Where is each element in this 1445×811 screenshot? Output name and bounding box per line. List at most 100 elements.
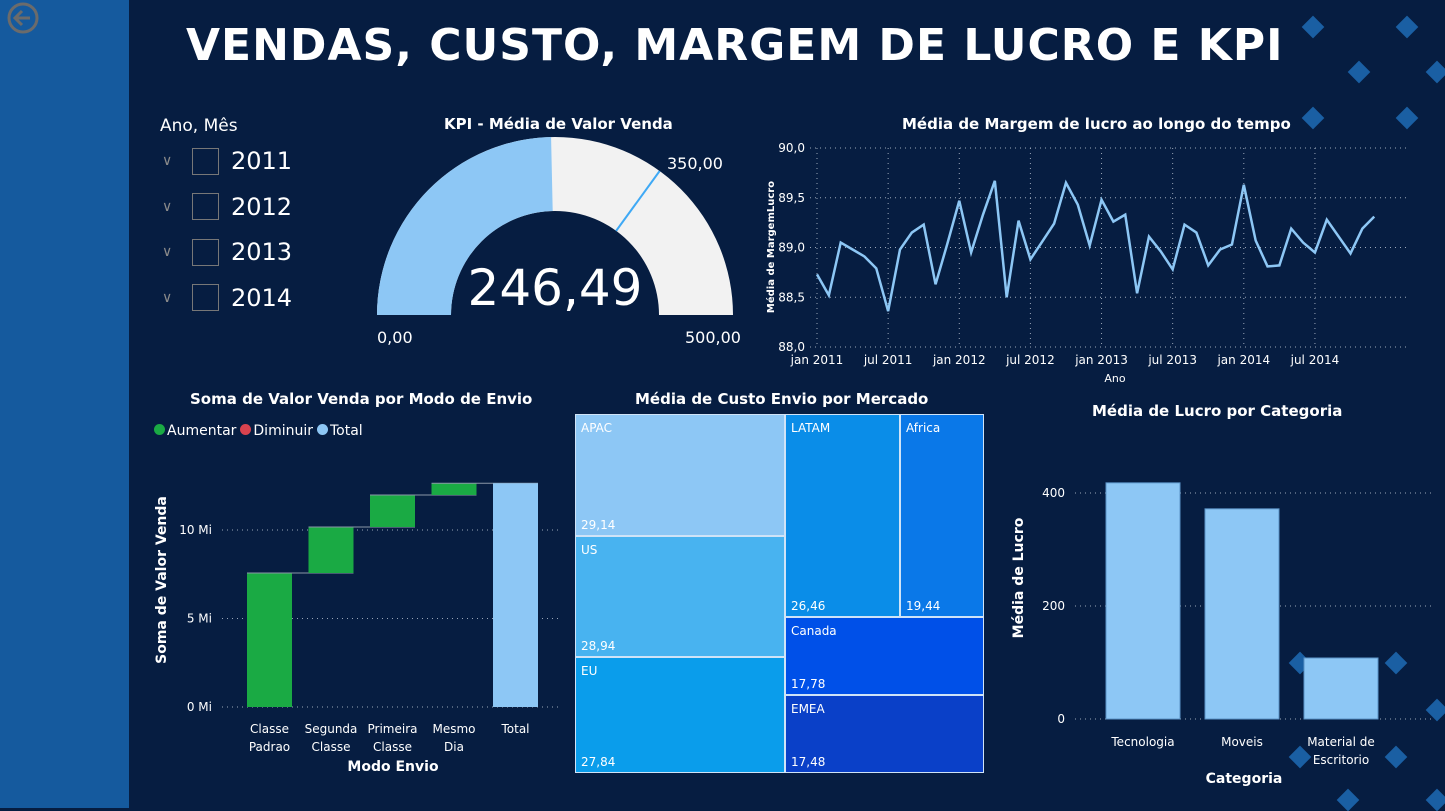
diamond-shape [1302,107,1325,130]
y-tick-label: 5 Mi [187,612,212,626]
gauge-min-label: 0,00 [377,328,413,347]
slicer-item-2014[interactable]: ∨ 2014 [162,284,292,312]
x-axis-title: Ano [1104,372,1125,385]
treemap-tile-latam[interactable]: LATAM 26,46 [785,414,900,617]
y-tick-label: 88,0 [778,340,805,354]
slicer-item-label: 2014 [231,284,292,312]
treemap-tile-eu[interactable]: EU 27,84 [575,657,785,773]
chevron-down-icon[interactable]: ∨ [162,199,182,215]
waterfall-bar [247,573,292,707]
tile-label: EU [581,664,597,678]
increase-dot-icon [154,424,165,435]
legend-label: Diminuir [253,423,313,439]
x-tick-label-line: Moveis [1221,735,1263,749]
x-axis-title: Modo Envio [347,759,439,775]
x-tick-label-line: Mesmo [432,722,475,736]
x-tick-label-line: Escritorio [1313,753,1369,767]
tile-value: 17,48 [791,755,825,769]
x-tick-label: jul 2013 [1147,353,1197,367]
legend-total[interactable]: Total [317,423,363,439]
treemap-tile-emea[interactable]: EMEA 17,48 [785,695,984,773]
y-axis-title: Média de Lucro [1011,517,1027,638]
legend-increase[interactable]: Aumentar [154,423,236,439]
slicer-item-2012[interactable]: ∨2012 [162,193,292,221]
waterfall-bar [309,527,354,573]
slicer-item-label: 2013 [231,238,292,266]
x-tick-label-line: Primeira [368,722,418,736]
tile-label: US [581,543,597,557]
chevron-down-icon[interactable]: ∨ [162,244,182,260]
tile-label: LATAM [791,421,830,435]
y-tick-label: 0 [1057,712,1065,726]
slicer-title: Ano, Mês [160,116,238,136]
treemap-tile-africa[interactable]: Africa 19,44 [900,414,984,617]
legend-label: Total [330,423,363,439]
y-tick-label: 88,5 [778,290,805,304]
checkbox[interactable] [192,148,219,175]
diamond-shape [1348,61,1371,84]
tile-label: Canada [791,624,837,638]
x-tick-label-line: Padrao [249,740,290,754]
y-tick-label: 90,0 [778,141,805,155]
y-tick-label: 400 [1042,486,1065,500]
bar-1 [1205,509,1279,719]
back-arrow-icon[interactable] [6,2,40,36]
waterfall-bar [493,483,538,707]
profit-bar-chart: 0 200 400 Tecnologia Moveis Material de Escrit… [1000,440,1445,790]
bar-0 [1106,483,1180,719]
tile-label: EMEA [791,702,825,716]
chevron-down-icon[interactable]: ∨ [162,153,182,169]
x-tick-label: jul 2012 [1005,353,1055,367]
diamond-shape [1426,61,1445,84]
x-tick-label: jan 2013 [1074,353,1128,367]
checkbox[interactable] [192,239,219,266]
y-tick-label: 0 Mi [187,700,212,714]
waterfall-legend: Aumentar Diminuir Total [154,423,363,439]
x-tick-label: Material de Escritorio [1307,735,1375,767]
x-tick-label: jan 2014 [1216,353,1270,367]
tile-value: 27,84 [581,755,615,769]
chevron-down-icon[interactable]: ∨ [162,290,182,306]
tile-value: 19,44 [906,599,940,613]
x-tick-label-line: Segunda [305,722,358,736]
y-tick-label: 89,5 [778,191,805,205]
y-tick-label: 89,0 [778,241,805,255]
slicer-item-2011[interactable]: ∨ 2011 [162,147,292,175]
margin-line [817,181,1374,311]
x-tick-label-line: Tecnologia [1110,735,1174,749]
x-tick-label-line: Classe [312,740,351,754]
checkbox[interactable] [192,193,219,220]
tile-value: 17,78 [791,677,825,691]
x-tick-label-line: Classe [250,722,289,736]
x-tick-label: jul 2011 [863,353,913,367]
checkbox[interactable] [192,284,219,311]
tile-label: Africa [906,421,940,435]
gauge-target-label: 350,00 [667,154,723,173]
margin-line-chart: 88,0 88,5 89,0 89,5 90,0 jan 2011 jul 2011 jan … [760,135,1420,390]
y-tick-label: 200 [1042,599,1065,613]
waterfall-title: Soma de Valor Venda por Modo de Envio [190,390,532,408]
y-tick-label: 10 Mi [179,523,212,537]
legend-label: Aumentar [167,423,236,439]
waterfall-chart: 0 Mi 5 Mi 10 Mi Classe Padrao Segunda Classe Pr… [140,450,570,780]
tile-value: 26,46 [791,599,825,613]
x-tick-label: jul 2014 [1290,353,1340,367]
x-tick-label: Tecnologia [1110,735,1174,749]
treemap-title: Média de Custo Envio por Mercado [635,390,928,408]
decrease-dot-icon [240,424,251,435]
tile-value: 29,14 [581,518,615,532]
x-tick-label-line: Material de [1307,735,1375,749]
slicer-item-2013[interactable]: ∨ 2013 [162,238,292,266]
diamond-shape [1396,16,1419,39]
treemap-tile-canada[interactable]: Canada 17,78 [785,617,984,695]
y-axis-title: Soma de Valor Venda [154,496,170,664]
slicer-item-label: 2011 [231,147,292,175]
x-tick-label: jan 2011 [790,353,844,367]
legend-decrease[interactable]: Diminuir [240,423,313,439]
x-tick-label: Moveis [1221,735,1263,749]
